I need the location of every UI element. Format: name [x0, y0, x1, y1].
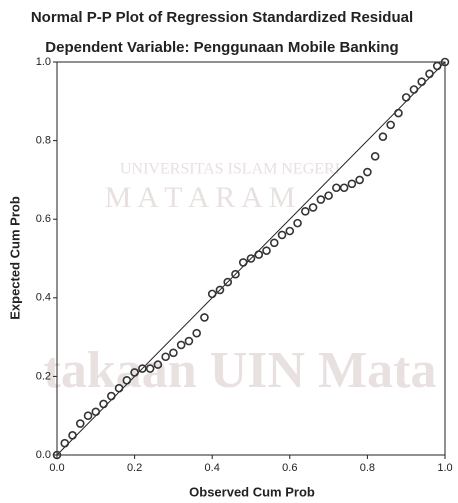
point [355, 175, 364, 185]
point [145, 364, 155, 373]
point [254, 250, 264, 259]
point [184, 336, 194, 346]
point [107, 391, 116, 401]
watermark: UNIVERSITAS ISLAM NEGERI [120, 161, 340, 178]
point [114, 383, 124, 393]
point [378, 132, 388, 141]
point [68, 431, 77, 440]
point [409, 85, 419, 94]
y-tick-label: 0.8 [36, 135, 51, 147]
point [52, 450, 62, 460]
point [99, 399, 108, 409]
point [269, 238, 279, 248]
point [246, 254, 256, 263]
point [440, 57, 450, 67]
point [122, 376, 132, 385]
x-tick-label: 1.0 [437, 462, 452, 474]
point [363, 167, 372, 177]
y-tick-label: 0.6 [36, 213, 51, 225]
point [215, 285, 225, 295]
point [301, 207, 310, 216]
point [83, 411, 93, 421]
x-tick-label: 0.8 [360, 462, 375, 474]
chart-subtitle: Dependent Variable: Penggunaan Mobile Ba… [45, 39, 398, 56]
point [176, 340, 186, 350]
point [223, 277, 233, 287]
watermark: M A T A R A M [105, 181, 296, 214]
x-tick-label: 0.0 [49, 462, 64, 474]
x-tick-label: 0.2 [127, 462, 142, 474]
point [200, 313, 209, 322]
point [425, 69, 434, 79]
point [432, 61, 442, 71]
watermark: takaan UIN Mata [44, 342, 437, 399]
point [332, 183, 341, 193]
point [91, 407, 101, 417]
point [169, 348, 178, 358]
point [316, 195, 326, 204]
point [207, 289, 217, 299]
y-tick-label: 0.4 [36, 292, 51, 304]
y-tick-label: 1.0 [36, 56, 51, 68]
x-tick-label: 0.6 [282, 462, 297, 474]
point [339, 183, 349, 193]
point [60, 438, 70, 448]
y-axis-label: Expected Cum Prob [7, 196, 22, 320]
point [277, 230, 287, 240]
point [75, 419, 85, 428]
point [370, 152, 380, 161]
point [192, 328, 201, 338]
y-tick-label: 0.2 [36, 370, 51, 382]
chart-title: Normal P-P Plot of Regression Standardiz… [31, 9, 413, 26]
plot-area [56, 61, 446, 456]
point [386, 120, 395, 130]
point [285, 226, 295, 236]
point [231, 269, 240, 279]
point [153, 360, 163, 369]
point [394, 108, 403, 118]
point [293, 218, 302, 228]
point [262, 246, 271, 255]
point [347, 179, 357, 189]
point [401, 93, 411, 102]
point [238, 258, 248, 267]
point [417, 77, 427, 86]
point [130, 368, 139, 377]
point [324, 191, 333, 200]
y-tick-label: 0.0 [36, 449, 51, 461]
point [161, 352, 170, 362]
x-axis-label: Observed Cum Prob [189, 484, 315, 499]
point [308, 203, 318, 212]
x-tick-label: 0.4 [205, 462, 220, 474]
